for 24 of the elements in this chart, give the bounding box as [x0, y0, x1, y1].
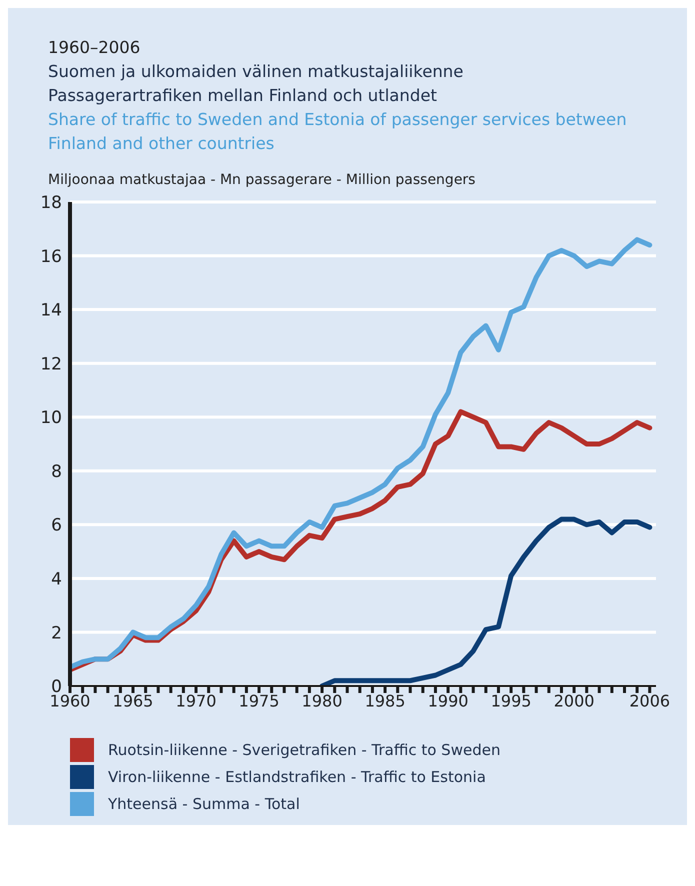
y-tick-label: 12: [40, 354, 62, 374]
x-tick-label: 1985: [364, 691, 406, 710]
y-tick-label: 4: [51, 569, 62, 590]
y-tick-label: 16: [40, 246, 62, 267]
x-tick-label: 1965: [112, 691, 154, 710]
legend-label: Yhteensä - Summa - Total: [108, 794, 300, 812]
x-tick-label: 2000: [554, 691, 594, 710]
x-tick-label: 1980: [302, 691, 342, 710]
y-axis-title: Miljoonaa matkustajaa - Mn passagerare - Million passengers: [48, 171, 476, 190]
y-tick-label: 18: [40, 193, 62, 214]
y-tick-label: 2: [51, 623, 62, 644]
x-tick-label: 1970: [176, 691, 216, 710]
legend-label: Ruotsin-liikenne - Sverigetrafiken - Traffic to Sweden: [108, 740, 500, 758]
y-tick-label: 14: [40, 300, 62, 321]
y-tick-label: 6: [51, 516, 62, 536]
legend-label: Viron-liikenne - Estlandstrafiken - Traffic to Estonia: [108, 768, 486, 786]
x-tick-label: 1975: [238, 691, 280, 710]
x-tick-label: 1990: [428, 691, 468, 710]
chart-title: 1960–2006: [48, 37, 142, 59]
y-tick-label: 8: [51, 462, 62, 482]
y-tick-label: 10: [40, 408, 62, 428]
x-tick-label: 2006: [629, 691, 670, 710]
chart-subtitle: Suomen ja ulkomaiden välinen matkustajaliikenne Passagerartrafiken mellan Finland och utlandet Share of traffic to Sweden and Estonia of passenger services between Finland and other countries: [48, 61, 628, 155]
x-tick-label: 1995: [490, 691, 532, 710]
